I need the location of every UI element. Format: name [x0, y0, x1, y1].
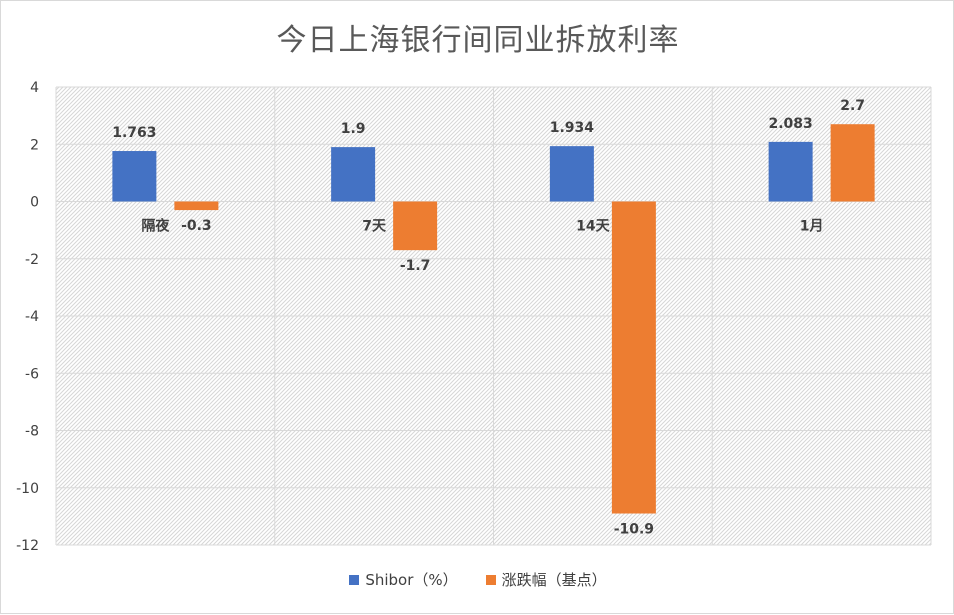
y-tick-label: -10 — [16, 481, 39, 497]
bar-shibor — [549, 146, 594, 202]
legend-item-shibor: Shibor（%） — [349, 569, 458, 590]
y-tick-label: -2 — [25, 252, 39, 268]
bar-change — [830, 124, 875, 202]
data-label-change: -1.7 — [400, 258, 431, 274]
category-label: 隔夜 — [141, 218, 170, 235]
category-label: 7天 — [362, 219, 387, 235]
bar-change — [611, 201, 656, 514]
y-tick-label: 4 — [30, 80, 39, 96]
legend-label-change: 涨跌幅（基点） — [501, 571, 607, 589]
y-tick-label: 2 — [30, 137, 39, 153]
data-label-shibor: 1.934 — [550, 120, 595, 136]
data-label-change: -10.9 — [614, 522, 654, 538]
legend-swatch-shibor — [349, 574, 360, 585]
y-tick-label: -8 — [25, 424, 39, 440]
data-label-shibor: 1.9 — [341, 121, 366, 137]
chart-title: 今日上海银行间同业拆放利率 — [276, 23, 680, 58]
bar-change — [174, 201, 219, 211]
data-label-shibor: 1.763 — [112, 125, 156, 141]
y-tick-label: -4 — [25, 309, 39, 325]
bar-shibor — [331, 147, 376, 202]
legend-swatch-change — [485, 574, 496, 585]
data-label-shibor: 2.083 — [768, 116, 812, 132]
chart-legend: Shibor（%） 涨跌幅（基点） — [1, 569, 954, 590]
y-tick-label: -12 — [16, 538, 39, 554]
legend-label-shibor: Shibor（%） — [365, 571, 458, 589]
bar-shibor — [112, 151, 157, 202]
y-tick-label: 0 — [30, 195, 39, 211]
category-label: 14天 — [576, 219, 610, 235]
y-tick-label: -6 — [25, 366, 39, 382]
data-label-change: 2.7 — [840, 98, 865, 114]
bar-shibor — [768, 141, 813, 202]
category-label: 1月 — [800, 219, 824, 235]
bar-change — [393, 201, 438, 251]
legend-item-change: 涨跌幅（基点） — [485, 569, 607, 590]
data-label-change: -0.3 — [181, 218, 212, 234]
